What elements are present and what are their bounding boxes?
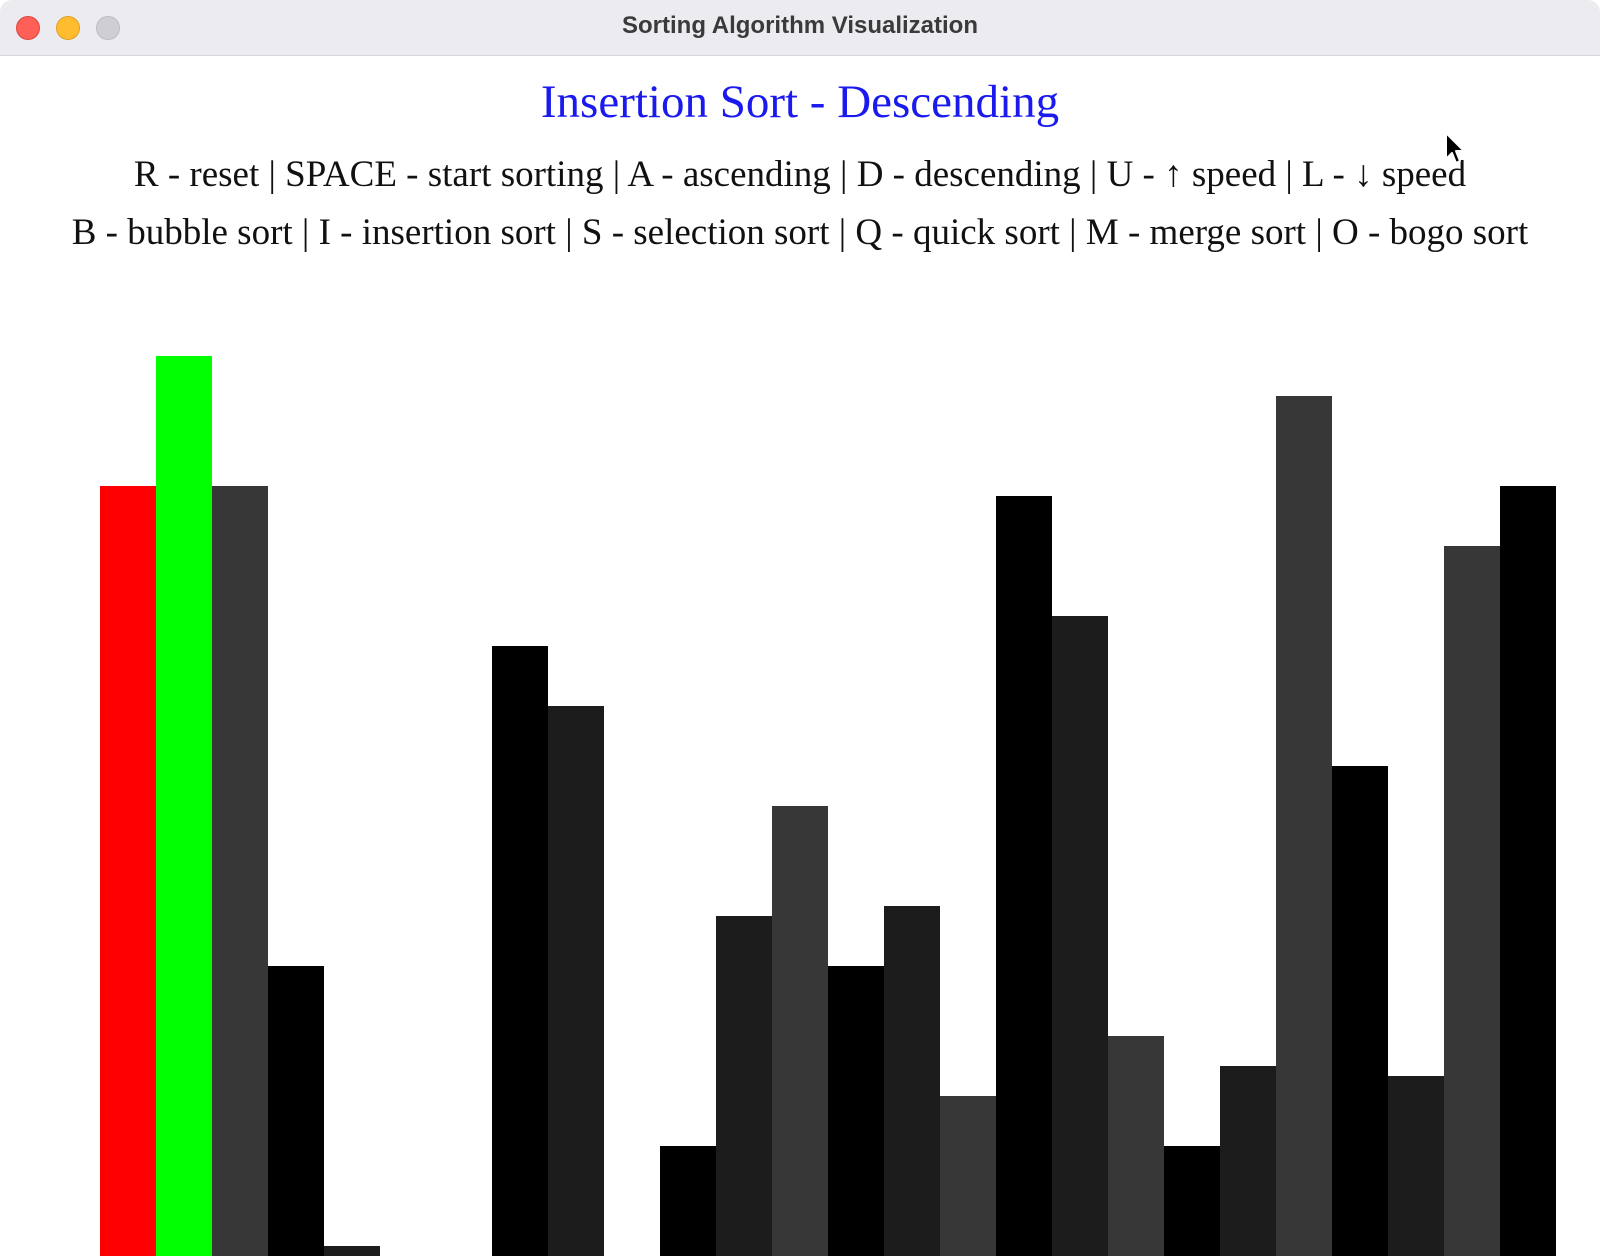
array-bar xyxy=(996,496,1052,1256)
array-bar xyxy=(492,646,548,1256)
maximize-icon[interactable] xyxy=(96,16,120,40)
array-bar xyxy=(1164,1146,1220,1256)
canvas-area[interactable]: Insertion Sort - Descending R - reset | … xyxy=(0,57,1600,1256)
array-bar xyxy=(772,806,828,1256)
help-line-algorithms: B - bubble sort | I - insertion sort | S… xyxy=(71,212,1529,253)
array-bar xyxy=(1276,396,1332,1256)
array-bar xyxy=(940,1096,996,1256)
help-line-controls: R - reset | SPACE - start sorting | A - … xyxy=(133,154,1467,195)
array-bar xyxy=(324,1246,380,1256)
array-bar xyxy=(1332,766,1388,1256)
array-bar xyxy=(828,966,884,1256)
array-bar xyxy=(268,966,324,1256)
minimize-icon[interactable] xyxy=(56,16,80,40)
array-bar xyxy=(660,1146,716,1256)
close-icon[interactable] xyxy=(16,16,40,40)
array-bar xyxy=(548,706,604,1256)
array-bar xyxy=(1388,1076,1444,1256)
array-bar xyxy=(1108,1036,1164,1256)
array-bar xyxy=(100,486,156,1256)
bar-chart xyxy=(0,57,1600,1256)
window-title: Sorting Algorithm Visualization xyxy=(621,12,978,39)
array-bar xyxy=(1500,486,1556,1256)
array-bar xyxy=(1444,546,1500,1256)
array-bar xyxy=(212,486,268,1256)
array-bar xyxy=(884,906,940,1256)
algorithm-title: Insertion Sort - Descending xyxy=(540,76,1060,128)
array-bar xyxy=(1220,1066,1276,1256)
mouse-cursor-icon xyxy=(1445,132,1465,164)
array-bar xyxy=(1052,616,1108,1256)
array-bar xyxy=(156,356,212,1256)
title-bar[interactable]: Sorting Algorithm Visualization xyxy=(0,0,1600,56)
array-bar xyxy=(716,916,772,1256)
